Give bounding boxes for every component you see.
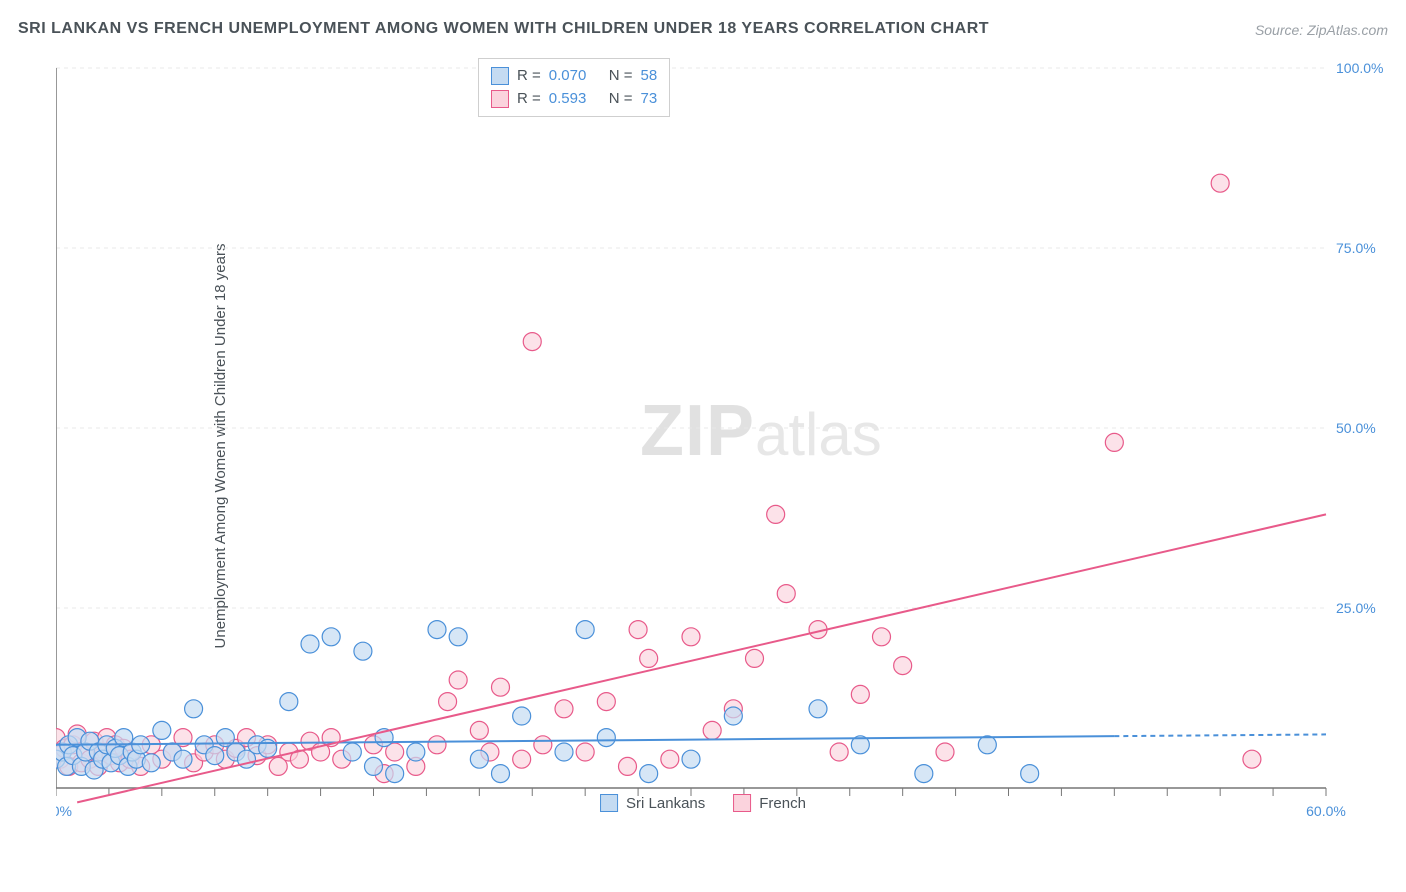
source-label: Source: ZipAtlas.com bbox=[1255, 22, 1388, 38]
legend-item: French bbox=[733, 794, 806, 812]
stats-n-val: 58 bbox=[641, 65, 658, 88]
chart-title: SRI LANKAN VS FRENCH UNEMPLOYMENT AMONG … bbox=[18, 20, 989, 38]
stats-swatch bbox=[491, 67, 509, 85]
svg-text:50.0%: 50.0% bbox=[1336, 420, 1376, 436]
stats-r-label: R = bbox=[517, 65, 541, 88]
stats-r-val: 0.593 bbox=[549, 88, 601, 111]
svg-text:75.0%: 75.0% bbox=[1336, 240, 1376, 256]
plot-svg: 25.0% 50.0% 75.0% 100.0% 0.0% 60.0% bbox=[56, 58, 1386, 858]
stats-box: R = 0.070 N = 58 R = 0.593 N = 73 bbox=[478, 58, 670, 117]
stats-row: R = 0.593 N = 73 bbox=[491, 88, 657, 111]
legend-swatch bbox=[600, 794, 618, 812]
stats-swatch bbox=[491, 90, 509, 108]
svg-text:0.0%: 0.0% bbox=[56, 803, 72, 819]
stats-r-label: R = bbox=[517, 88, 541, 111]
stats-row: R = 0.070 N = 58 bbox=[491, 65, 657, 88]
legend: Sri Lankans French bbox=[600, 794, 806, 812]
svg-text:60.0%: 60.0% bbox=[1306, 803, 1346, 819]
svg-text:25.0%: 25.0% bbox=[1336, 600, 1376, 616]
stats-n-label: N = bbox=[609, 88, 633, 111]
stats-n-label: N = bbox=[609, 65, 633, 88]
legend-label: French bbox=[759, 795, 806, 812]
legend-swatch bbox=[733, 794, 751, 812]
stats-r-val: 0.070 bbox=[549, 65, 601, 88]
svg-text:100.0%: 100.0% bbox=[1336, 60, 1383, 76]
legend-item: Sri Lankans bbox=[600, 794, 705, 812]
scatter-plot: 25.0% 50.0% 75.0% 100.0% 0.0% 60.0% bbox=[56, 58, 1386, 818]
stats-n-val: 73 bbox=[641, 88, 658, 111]
legend-label: Sri Lankans bbox=[626, 795, 705, 812]
